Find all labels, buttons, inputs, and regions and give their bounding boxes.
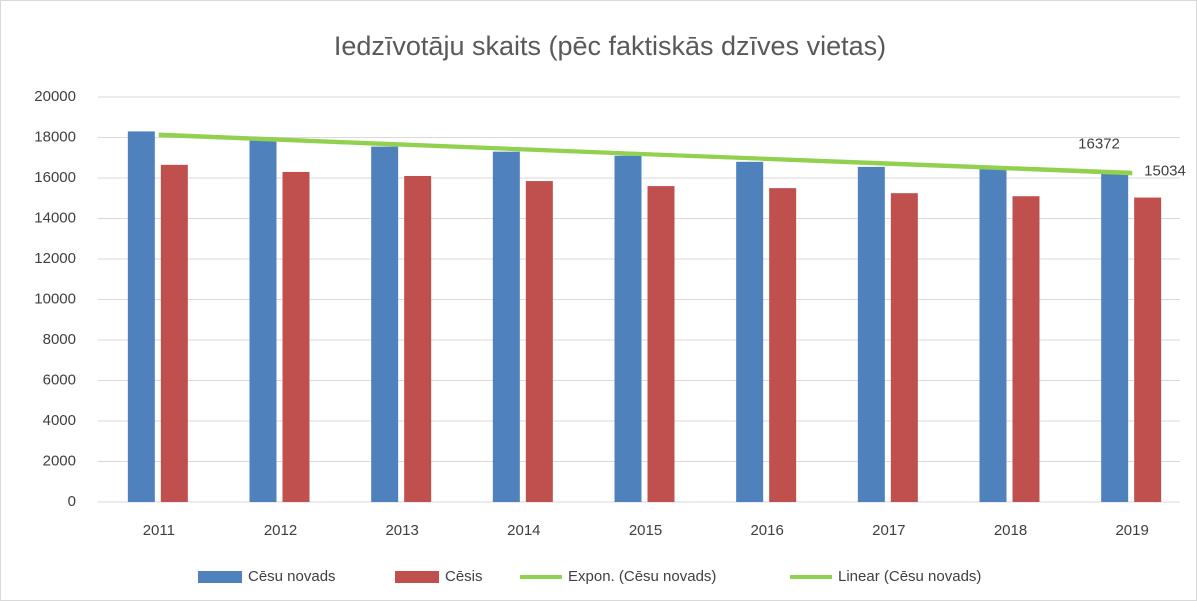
bar bbox=[282, 171, 310, 503]
y-tick-label: 16000 bbox=[34, 169, 76, 186]
bar bbox=[1012, 196, 1040, 502]
legend-swatch bbox=[198, 571, 242, 583]
legend-label: Cēsis bbox=[445, 568, 483, 585]
y-tick-label: 14000 bbox=[34, 209, 76, 226]
data-label: 15034 bbox=[1144, 163, 1186, 180]
bar bbox=[736, 161, 764, 503]
bar bbox=[1101, 170, 1129, 503]
chart-title: Iedzīvotāju skaits (pēc faktiskās dzīves… bbox=[334, 31, 886, 61]
bar bbox=[979, 168, 1007, 502]
bar bbox=[492, 151, 520, 503]
y-tick-label: 0 bbox=[68, 493, 76, 510]
data-label: 16372 bbox=[1078, 135, 1120, 152]
y-tick-label: 6000 bbox=[43, 371, 76, 388]
bar bbox=[371, 146, 399, 503]
y-tick-label: 2000 bbox=[43, 452, 76, 469]
y-tick-label: 12000 bbox=[34, 250, 76, 267]
bar bbox=[890, 193, 918, 502]
bar bbox=[614, 155, 642, 502]
bar bbox=[249, 140, 277, 502]
x-tick-label: 2014 bbox=[507, 522, 540, 539]
x-tick-label: 2019 bbox=[1115, 522, 1148, 539]
x-tick-label: 2017 bbox=[872, 522, 905, 539]
bar bbox=[857, 166, 885, 503]
x-tick-label: 2018 bbox=[994, 522, 1027, 539]
bar bbox=[127, 131, 155, 503]
legend-label: Expon. (Cēsu novads) bbox=[568, 568, 716, 585]
legend-label: Cēsu novads bbox=[248, 568, 336, 585]
bar bbox=[404, 175, 432, 502]
x-tick-label: 2015 bbox=[629, 522, 662, 539]
bar bbox=[647, 186, 675, 502]
y-tick-label: 8000 bbox=[43, 331, 76, 348]
y-tick-label: 4000 bbox=[43, 412, 76, 429]
x-tick-label: 2012 bbox=[264, 522, 297, 539]
bar bbox=[160, 164, 188, 502]
bar bbox=[769, 188, 797, 502]
y-tick-label: 20000 bbox=[34, 88, 76, 105]
bar bbox=[1134, 197, 1162, 502]
legend-label: Linear (Cēsu novads) bbox=[838, 568, 981, 585]
x-tick-label: 2013 bbox=[385, 522, 418, 539]
bar bbox=[525, 181, 553, 502]
x-tick-label: 2011 bbox=[143, 522, 175, 539]
trendline bbox=[158, 133, 1133, 176]
y-tick-label: 10000 bbox=[34, 290, 76, 307]
legend-swatch bbox=[395, 571, 439, 583]
y-tick-label: 18000 bbox=[34, 128, 76, 145]
x-tick-label: 2016 bbox=[750, 522, 783, 539]
